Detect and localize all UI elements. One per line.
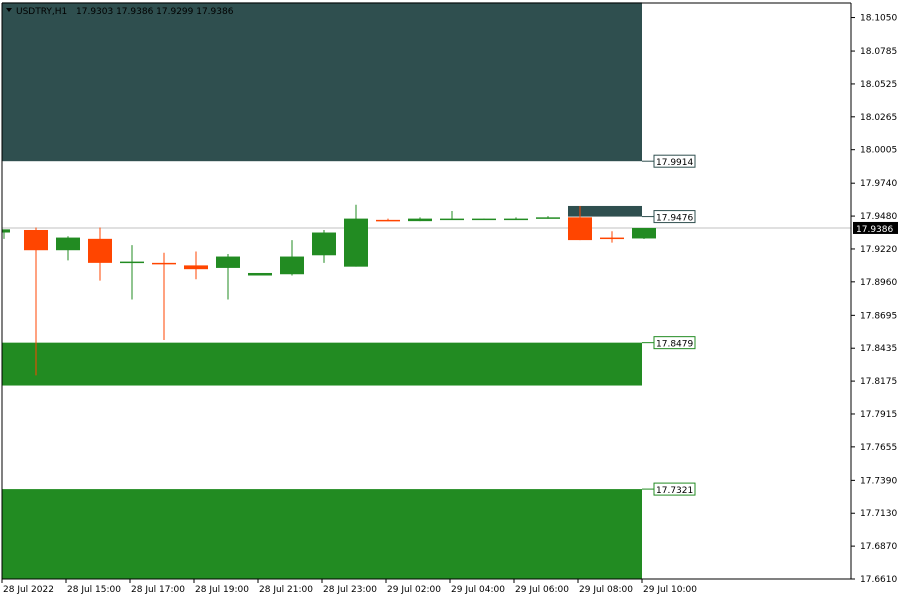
y-tick-label: 17.7390	[860, 476, 897, 486]
x-tick-label: 28 Jul 19:00	[195, 585, 249, 595]
y-tick-label: 18.0005	[860, 146, 897, 156]
candle-body-bear	[376, 219, 400, 222]
y-tick-label: 17.6870	[860, 542, 897, 552]
candle[interactable]	[344, 204, 368, 267]
candle[interactable]	[536, 216, 560, 219]
candle[interactable]	[632, 227, 656, 239]
candle[interactable]	[376, 218, 400, 222]
x-tick-label: 29 Jul 08:00	[579, 585, 633, 595]
candle-body-bear	[24, 229, 48, 251]
candle-body-bull	[344, 218, 368, 267]
candle-body-bear	[152, 262, 176, 265]
supply-zone[interactable]	[2, 2, 642, 162]
x-tick-label: 29 Jul 04:00	[451, 585, 505, 595]
x-tick-label: 28 Jul 15:00	[67, 585, 121, 595]
candle-body-bull	[504, 218, 528, 221]
x-tick-label: 29 Jul 10:00	[643, 585, 697, 595]
x-tick-label: 28 Jul 17:00	[131, 585, 185, 595]
y-tick-label: 18.1050	[860, 14, 897, 24]
candle[interactable]	[88, 227, 112, 281]
x-tick-label: 29 Jul 06:00	[515, 585, 569, 595]
zone-price-label-box	[653, 154, 696, 168]
candle[interactable]	[280, 240, 304, 276]
chart-header: USDTRY,H1 17.9303 17.9386 17.9299 17.938…	[6, 7, 234, 17]
candle[interactable]	[184, 251, 208, 280]
candle-body-bull	[408, 218, 432, 222]
y-tick-label: 17.7915	[860, 410, 897, 420]
candle-body-bull	[280, 256, 304, 275]
y-tick-label: 17.9740	[860, 179, 897, 189]
candle-body-bear	[88, 238, 112, 263]
candle[interactable]	[24, 227, 48, 376]
candles-layer	[2, 204, 656, 376]
candle-body-bull	[56, 237, 80, 251]
zones-layer	[2, 2, 642, 579]
zone-price-label: 17.9476	[656, 214, 693, 224]
candle-body-bull	[632, 227, 656, 239]
zone-price-label-box	[653, 336, 696, 350]
zone-price-label: 17.9914	[656, 158, 693, 168]
x-tick-label: 28 Jul 23:00	[323, 585, 377, 595]
y-tick-label: 17.9480	[860, 212, 897, 222]
y-tick-label: 17.8695	[860, 311, 897, 321]
y-tick-label: 17.8175	[860, 377, 897, 387]
y-tick-label: 17.7655	[860, 443, 897, 453]
candle-body-bull	[312, 232, 336, 256]
candle[interactable]	[248, 272, 272, 276]
zone-price-label-box	[653, 210, 696, 224]
x-tick-label: 28 Jul 21:00	[259, 585, 313, 595]
candle-body-bull	[120, 261, 144, 264]
y-tick-label: 17.7130	[860, 509, 897, 519]
y-tick-label: 18.0265	[860, 113, 897, 123]
y-tick-label: 17.6610	[860, 575, 897, 585]
current-price-label: 17.9386	[856, 225, 893, 235]
candle[interactable]	[120, 245, 144, 300]
candle[interactable]	[2, 229, 10, 239]
dropdown-triangle-icon[interactable]	[6, 8, 12, 12]
candle-body-bear	[568, 217, 592, 241]
zone-price-label: 17.8479	[656, 340, 693, 350]
candle-body-bull	[472, 218, 496, 221]
candle-body-bear	[184, 265, 208, 270]
current-price-tag	[853, 221, 898, 234]
candle-body-bull	[248, 272, 272, 276]
y-tick-label: 17.8435	[860, 344, 897, 354]
supply-zone[interactable]	[568, 205, 642, 217]
ohlc-label: 17.9303 17.9386 17.9299 17.9386	[76, 7, 234, 17]
candle-body-bull	[440, 218, 464, 221]
y-tick-label: 18.0525	[860, 80, 897, 90]
zone-price-label-box	[653, 482, 696, 496]
candle[interactable]	[152, 252, 176, 341]
zone-price-label: 17.7321	[656, 486, 693, 496]
y-tick-label: 17.9220	[860, 245, 897, 255]
y-tick-label: 17.8960	[860, 278, 897, 288]
candle[interactable]	[600, 231, 624, 243]
candle-body-bear	[600, 237, 624, 240]
y-tick-label: 18.0785	[860, 47, 897, 57]
candle-body-bull	[216, 256, 240, 268]
demand-zone[interactable]	[2, 489, 642, 579]
x-tick-label: 29 Jul 02:00	[387, 585, 441, 595]
candle-body-bull	[2, 229, 10, 233]
candle[interactable]	[216, 254, 240, 300]
candle[interactable]	[440, 211, 464, 221]
candle[interactable]	[472, 218, 496, 221]
candle[interactable]	[312, 229, 336, 263]
x-tick-label: 28 Jul 2022	[3, 585, 54, 595]
candle[interactable]	[568, 205, 592, 241]
zone-labels-layer: 17.9914 17.9476 17.8479 17.7321	[642, 154, 696, 496]
candle[interactable]	[408, 217, 432, 222]
candle[interactable]	[56, 236, 80, 261]
symbol-label: USDTRY,H1	[16, 7, 67, 17]
candle[interactable]	[504, 217, 528, 221]
demand-zone[interactable]	[2, 342, 642, 386]
candle-body-bull	[536, 217, 560, 219]
